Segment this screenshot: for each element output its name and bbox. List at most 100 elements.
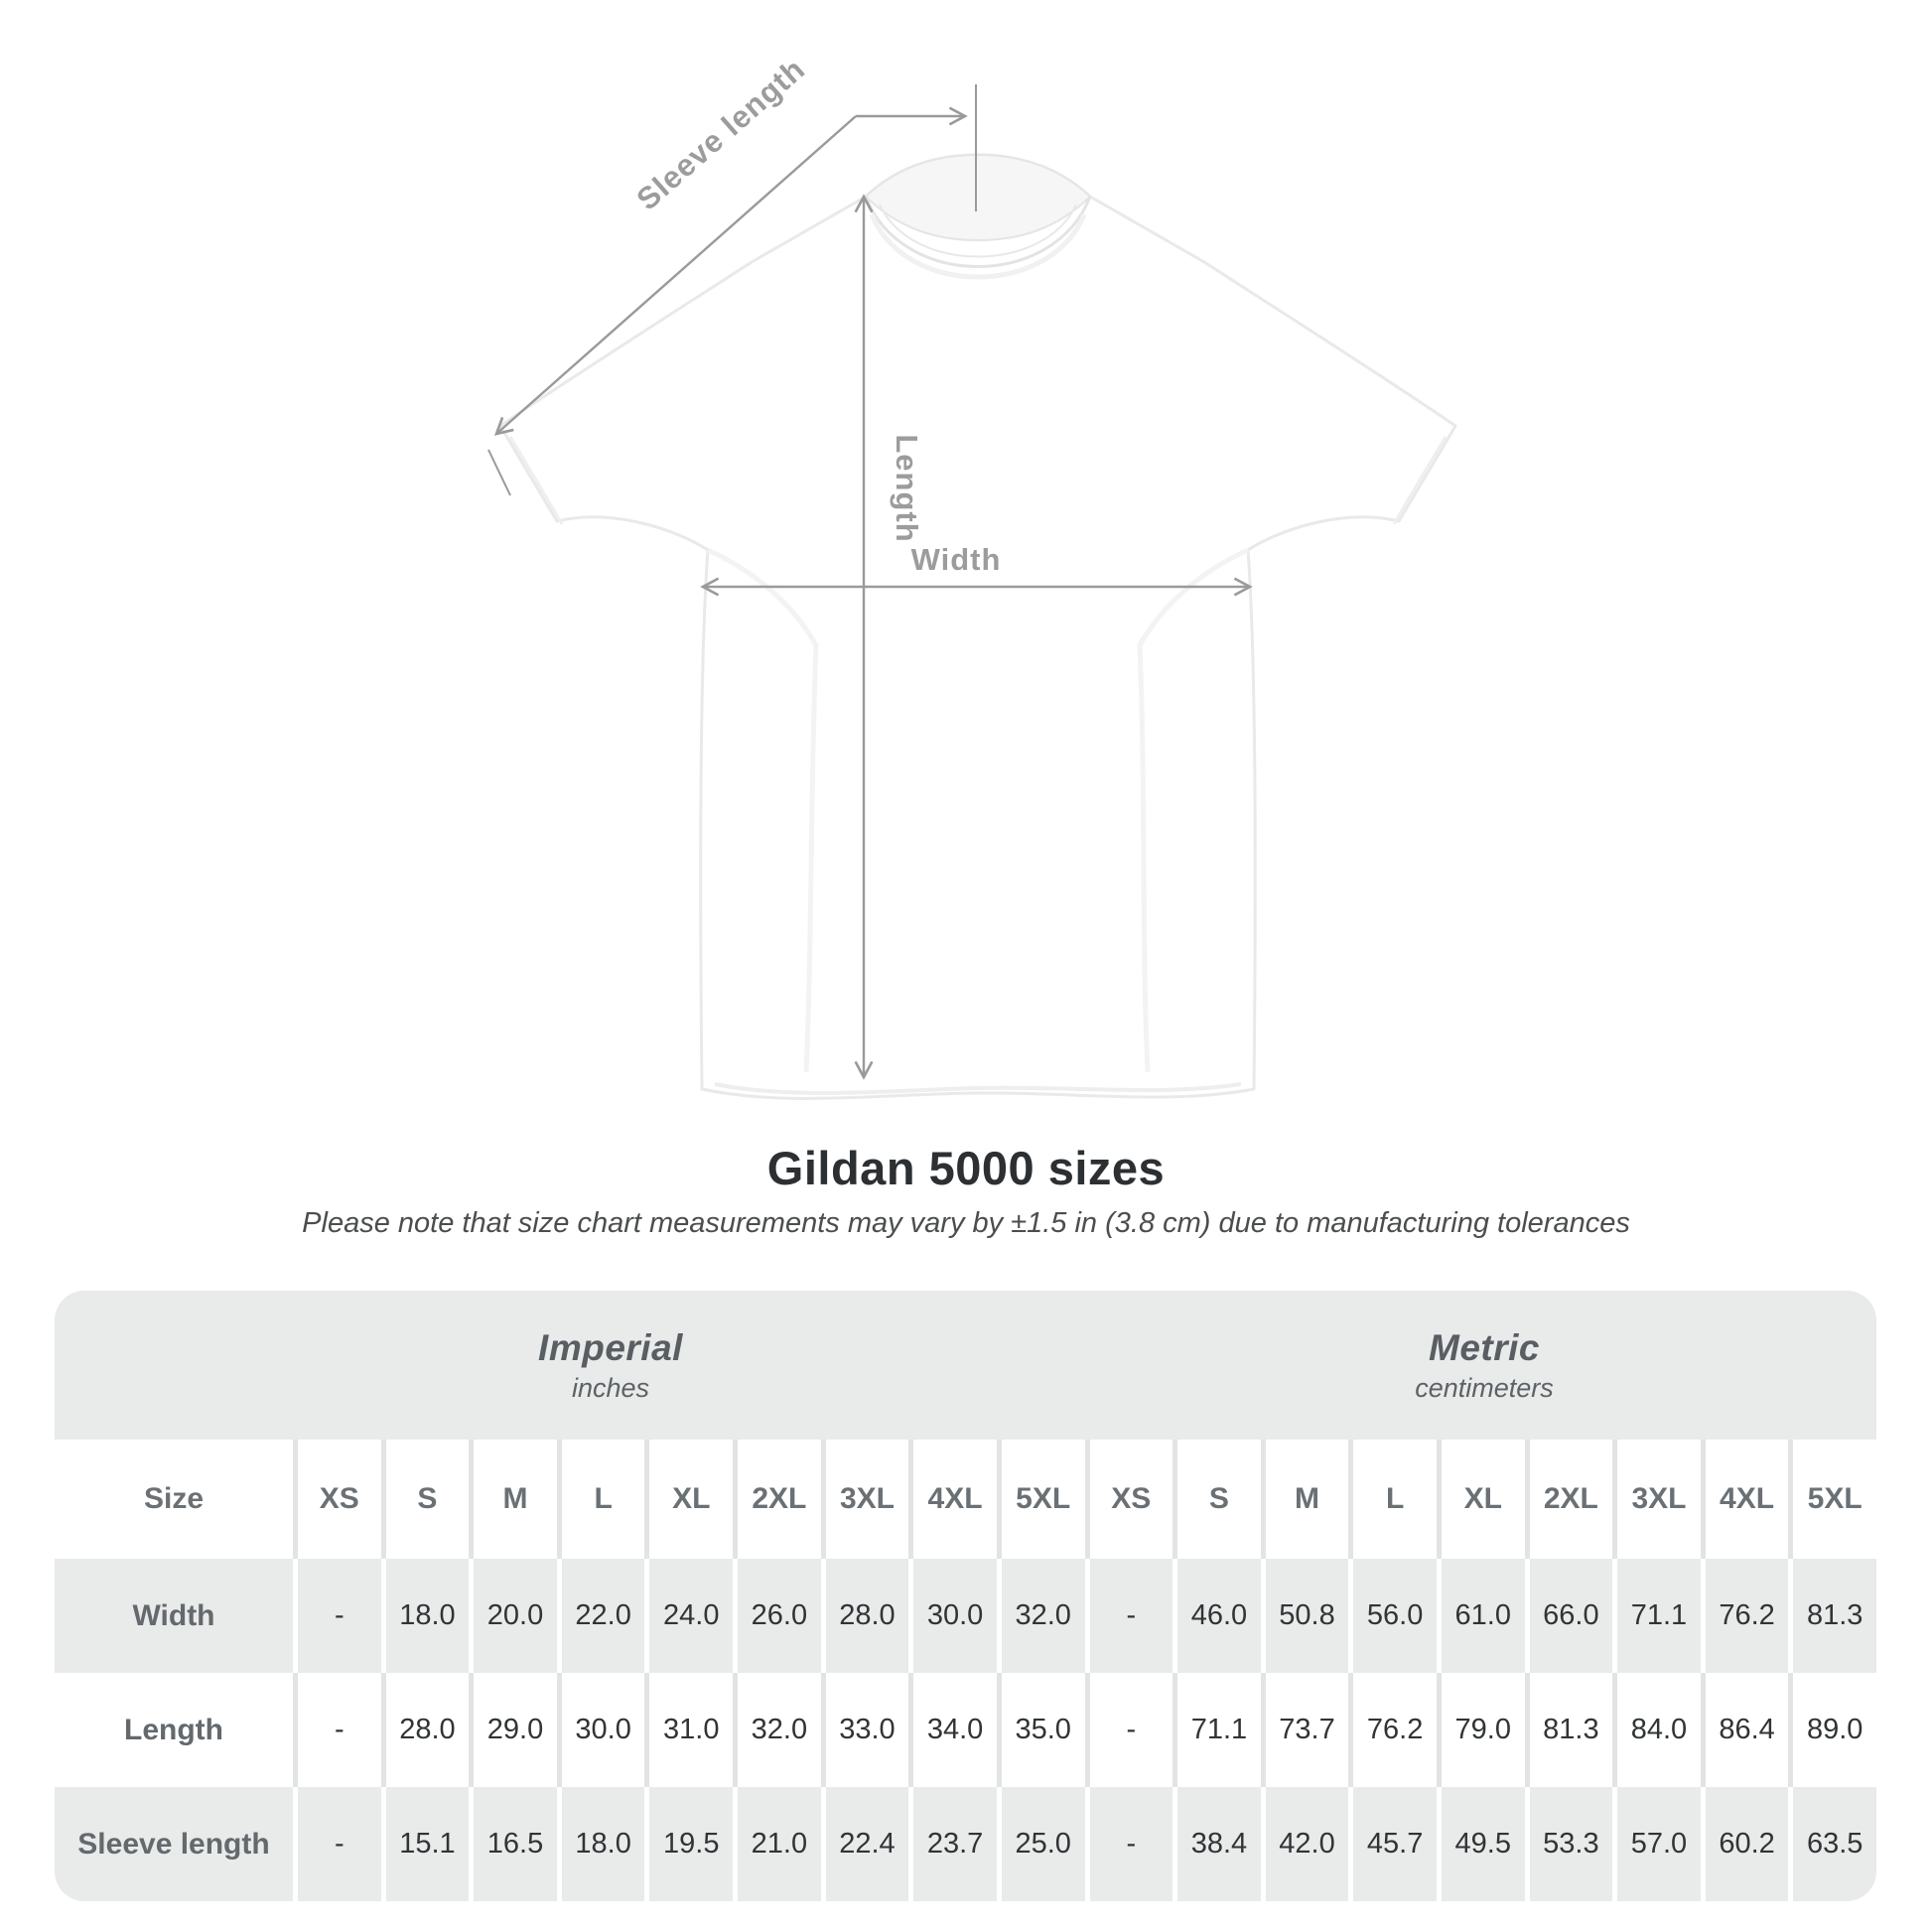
- cell: 22.4: [825, 1787, 909, 1901]
- measurement-arrows: [487, 84, 1253, 1080]
- cell: 38.4: [1177, 1787, 1261, 1901]
- size-header-imperial-2xl: 2XL: [738, 1440, 821, 1559]
- tshirt-collar-front-inner: [879, 204, 1077, 258]
- table-row-sleeve-length: Sleeve length - 15.1 16.5 18.0 19.5 21.0…: [55, 1787, 1876, 1901]
- tshirt-collar-front-outer: [864, 196, 1092, 268]
- cell: 81.3: [1529, 1673, 1613, 1787]
- size-header-row: Size XS S M L XL 2XL 3XL 4XL 5XL XS S M …: [55, 1440, 1876, 1559]
- size-table-panel: Imperial inches Metric centimeters Size …: [55, 1291, 1876, 1901]
- cell: 28.0: [825, 1559, 909, 1673]
- size-header-metric-l: L: [1353, 1440, 1437, 1559]
- page-title: Gildan 5000 sizes: [766, 1142, 1166, 1194]
- size-header-imperial-xl: XL: [649, 1440, 734, 1559]
- size-header-imperial-4xl: 4XL: [913, 1440, 997, 1559]
- cell: 57.0: [1617, 1787, 1701, 1901]
- cell: -: [1089, 1673, 1173, 1787]
- width-label: Width: [911, 542, 1002, 577]
- size-header-metric-3xl: 3XL: [1617, 1440, 1701, 1559]
- tshirt-cuff-fold-left: [508, 436, 564, 525]
- imperial-unit: inches: [571, 1372, 650, 1403]
- size-header-imperial-3xl: 3XL: [825, 1440, 909, 1559]
- sleeve-length-arrow: [493, 115, 857, 436]
- cell: 29.0: [474, 1673, 557, 1787]
- cell: 56.0: [1353, 1559, 1437, 1673]
- cell: 46.0: [1177, 1559, 1261, 1673]
- cell: -: [298, 1787, 381, 1901]
- size-header-metric-5xl: 5XL: [1793, 1440, 1876, 1559]
- cell: 34.0: [913, 1673, 997, 1787]
- cell: -: [298, 1559, 381, 1673]
- cell: 18.0: [561, 1787, 645, 1901]
- size-header-metric-xs: XS: [1089, 1440, 1173, 1559]
- cell: 50.8: [1265, 1559, 1349, 1673]
- cell: 30.0: [913, 1559, 997, 1673]
- cell: 84.0: [1617, 1673, 1701, 1787]
- cell: 66.0: [1529, 1559, 1613, 1673]
- unit-header-imperial: Imperial inches: [114, 1291, 1107, 1440]
- cell: 42.0: [1265, 1787, 1349, 1901]
- sleeve-length-label: Sleeve length: [630, 52, 812, 217]
- row-label: Width: [55, 1559, 293, 1673]
- cell: 89.0: [1793, 1673, 1876, 1787]
- cell: 24.0: [649, 1559, 734, 1673]
- metric-label: Metric: [1429, 1326, 1540, 1368]
- size-header-imperial-m: M: [474, 1440, 557, 1559]
- tshirt-hem-shadow: [714, 1082, 1242, 1095]
- cell: 22.0: [561, 1559, 645, 1673]
- cell: 73.7: [1265, 1673, 1349, 1787]
- imperial-label: Imperial: [538, 1326, 683, 1368]
- size-header-imperial-l: L: [561, 1440, 645, 1559]
- cell: 76.2: [1353, 1673, 1437, 1787]
- cell: -: [1089, 1787, 1173, 1901]
- size-header-imperial-5xl: 5XL: [1001, 1440, 1085, 1559]
- cell: 81.3: [1793, 1559, 1876, 1673]
- metric-unit: centimeters: [1415, 1372, 1554, 1403]
- cell: 53.3: [1529, 1787, 1613, 1901]
- size-column-header: Size: [55, 1440, 293, 1559]
- cell: 35.0: [1001, 1673, 1085, 1787]
- row-label: Sleeve length: [55, 1787, 293, 1901]
- cell: 49.5: [1441, 1787, 1525, 1901]
- cell: 18.0: [385, 1559, 470, 1673]
- cell: 33.0: [825, 1673, 909, 1787]
- cell: 19.5: [649, 1787, 734, 1901]
- table-row-length: Length - 28.0 29.0 30.0 31.0 32.0 33.0 3…: [55, 1673, 1876, 1787]
- cell: 31.0: [649, 1673, 734, 1787]
- tolerance-note: Please note that size chart measurements…: [302, 1207, 1630, 1239]
- size-header-metric-2xl: 2XL: [1529, 1440, 1613, 1559]
- size-header-metric-s: S: [1177, 1440, 1261, 1559]
- cell: 86.4: [1705, 1673, 1789, 1787]
- tshirt-cuff-fold-right: [1392, 436, 1448, 525]
- cell: 28.0: [385, 1673, 470, 1787]
- cell: 15.1: [385, 1787, 470, 1901]
- cell: -: [1089, 1559, 1173, 1673]
- cell: 30.0: [561, 1673, 645, 1787]
- size-header-metric-m: M: [1265, 1440, 1349, 1559]
- tshirt-measurement-diagram: Sleeve length Length Width: [487, 52, 1457, 1100]
- cell: 71.1: [1177, 1673, 1261, 1787]
- cell: 45.7: [1353, 1787, 1437, 1901]
- size-header-metric-4xl: 4XL: [1705, 1440, 1789, 1559]
- cuff-extension-line: [487, 449, 511, 496]
- tshirt-image: [498, 153, 1457, 1100]
- length-label: Length: [890, 434, 924, 542]
- tshirt-collar-shadow: [869, 213, 1087, 280]
- cell: 79.0: [1441, 1673, 1525, 1787]
- cell: 32.0: [1001, 1559, 1085, 1673]
- unit-header-band: Imperial inches Metric centimeters: [55, 1291, 1876, 1440]
- cell: 61.0: [1441, 1559, 1525, 1673]
- cell: 76.2: [1705, 1559, 1789, 1673]
- cell: 20.0: [474, 1559, 557, 1673]
- table-row-width: Width - 18.0 20.0 22.0 24.0 26.0 28.0 30…: [55, 1559, 1876, 1673]
- cell: 71.1: [1617, 1559, 1701, 1673]
- size-header-imperial-xs: XS: [298, 1440, 381, 1559]
- size-header-metric-xl: XL: [1441, 1440, 1525, 1559]
- unit-header-metric: Metric centimeters: [1087, 1291, 1876, 1440]
- cell: 16.5: [474, 1787, 557, 1901]
- cell: 23.7: [913, 1787, 997, 1901]
- cell: 26.0: [738, 1559, 821, 1673]
- tshirt-body: [498, 153, 1457, 1100]
- cell: 63.5: [1793, 1787, 1876, 1901]
- row-label: Length: [55, 1673, 293, 1787]
